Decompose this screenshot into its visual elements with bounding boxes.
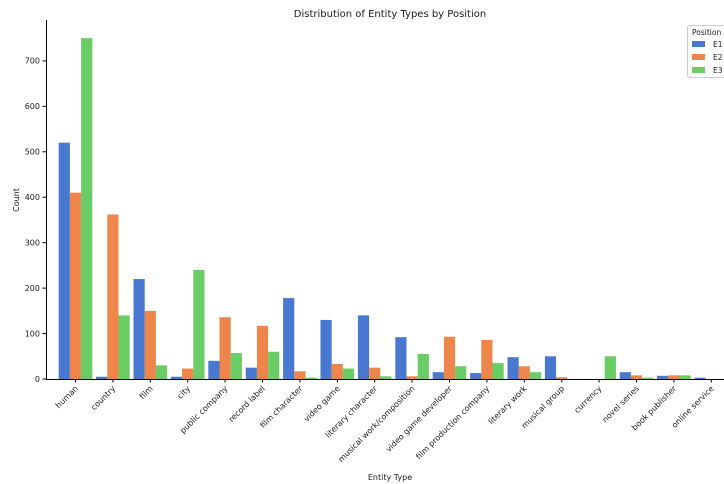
bar-e1-country: [96, 376, 108, 379]
bar-e2-video-game-developer: [443, 336, 456, 379]
bar-e3-city: [193, 269, 205, 379]
bar-e2-country: [107, 214, 119, 379]
y-axis: 0 100 200 300 400 500 600 700: [25, 57, 46, 384]
bar-e1-musical-work-composition: [395, 337, 407, 379]
bar-e3-country: [118, 315, 130, 379]
bar-e1-public-company: [208, 360, 220, 379]
y-tick-label: 100: [25, 329, 40, 338]
legend-label-e3: E3: [713, 66, 723, 75]
x-tick-label: currency: [573, 384, 604, 415]
bar-e1-literary-work: [507, 357, 519, 379]
bar-e2-film: [144, 310, 156, 379]
x-tick-label: video game developer: [384, 384, 454, 454]
legend-swatch-e2: [692, 54, 705, 60]
bar-e2-public-company: [219, 317, 231, 379]
legend-items: E1 E2 E3: [692, 40, 723, 75]
x-tick-label: novel series: [601, 384, 641, 424]
bar-e1-film-character: [283, 298, 295, 379]
bar-e2-musical-work-composition: [406, 376, 418, 379]
y-tick-label: 700: [25, 57, 40, 66]
bar-e1-book-publisher: [657, 375, 669, 379]
legend-swatch-e1: [692, 41, 705, 47]
bar-e1-musical-group: [544, 356, 557, 379]
bar-e3-record-label: [268, 351, 280, 379]
bar-e2-film-character: [294, 371, 306, 379]
bar-e3-human: [81, 38, 93, 380]
bar-e1-video-game: [320, 319, 332, 379]
bar-e3-film-character: [305, 377, 317, 379]
y-tick-label: 500: [25, 148, 40, 157]
bar-e1-novel-series: [619, 372, 631, 379]
bar-e3-public-company: [230, 353, 242, 379]
x-tick-label: video game: [302, 384, 342, 424]
bar-e3-literary-work: [529, 372, 542, 379]
bar-e3-video-game: [342, 368, 355, 379]
x-tick-label: human: [54, 384, 80, 410]
x-axis-label: Entity Type: [368, 473, 412, 482]
bar-e1-human: [58, 142, 70, 379]
x-tick-label: musical work/composition: [337, 384, 417, 464]
legend-label-e2: E2: [713, 53, 723, 62]
bar-e3-video-game-developer: [455, 366, 467, 379]
bar-e1-video-game-developer: [432, 372, 444, 379]
x-tick-label: city: [175, 384, 192, 401]
legend-label-e1: E1: [713, 40, 723, 49]
bar-e3-literary-character: [380, 376, 392, 379]
bar-e2-literary-character: [369, 367, 381, 379]
y-tick-label: 200: [25, 284, 40, 293]
bars-layer: [58, 38, 706, 380]
bar-e3-film-production-company: [492, 363, 504, 379]
bar-e1-film-production-company: [470, 373, 482, 379]
bar-e3-novel-series: [642, 377, 654, 379]
bar-e3-currency: [604, 356, 616, 379]
bar-e1-film: [133, 279, 145, 379]
chart-title: Distribution of Entity Types by Position: [294, 9, 486, 20]
y-tick-label: 0: [35, 375, 40, 384]
bar-e2-musical-group: [556, 377, 568, 379]
bar-e2-literary-work: [518, 366, 530, 379]
y-tick-label: 300: [25, 238, 40, 247]
legend-box: [687, 25, 724, 78]
bar-e3-musical-work-composition: [417, 354, 429, 379]
bar-e2-city: [182, 368, 194, 379]
legend-title: Position: [692, 28, 721, 37]
x-tick-label: record label: [227, 384, 267, 424]
bar-e3-book-publisher: [679, 375, 691, 379]
bar-e2-book-publisher: [668, 375, 680, 379]
bar-e2-novel-series: [630, 375, 643, 379]
bar-e2-human: [69, 192, 82, 379]
bar-e1-online-service: [694, 377, 706, 379]
y-tick-label: 400: [25, 193, 40, 202]
y-axis-label: Count: [12, 188, 21, 212]
legend: Position E1 E2 E3: [687, 25, 724, 78]
bar-e2-record-label: [256, 325, 269, 379]
x-tick-label: film: [138, 384, 155, 401]
x-tick-label: film production company: [414, 384, 491, 461]
bar-e2-film-production-company: [481, 339, 493, 379]
x-tick-label: country: [89, 384, 117, 412]
bar-e1-record-label: [245, 367, 257, 379]
bar-e1-city: [170, 376, 183, 379]
bar-e3-film: [155, 365, 168, 379]
legend-swatch-e3: [692, 67, 705, 73]
bar-e1-literary-character: [357, 315, 370, 379]
bar-e2-video-game: [331, 364, 343, 379]
y-tick-label: 600: [25, 102, 40, 111]
